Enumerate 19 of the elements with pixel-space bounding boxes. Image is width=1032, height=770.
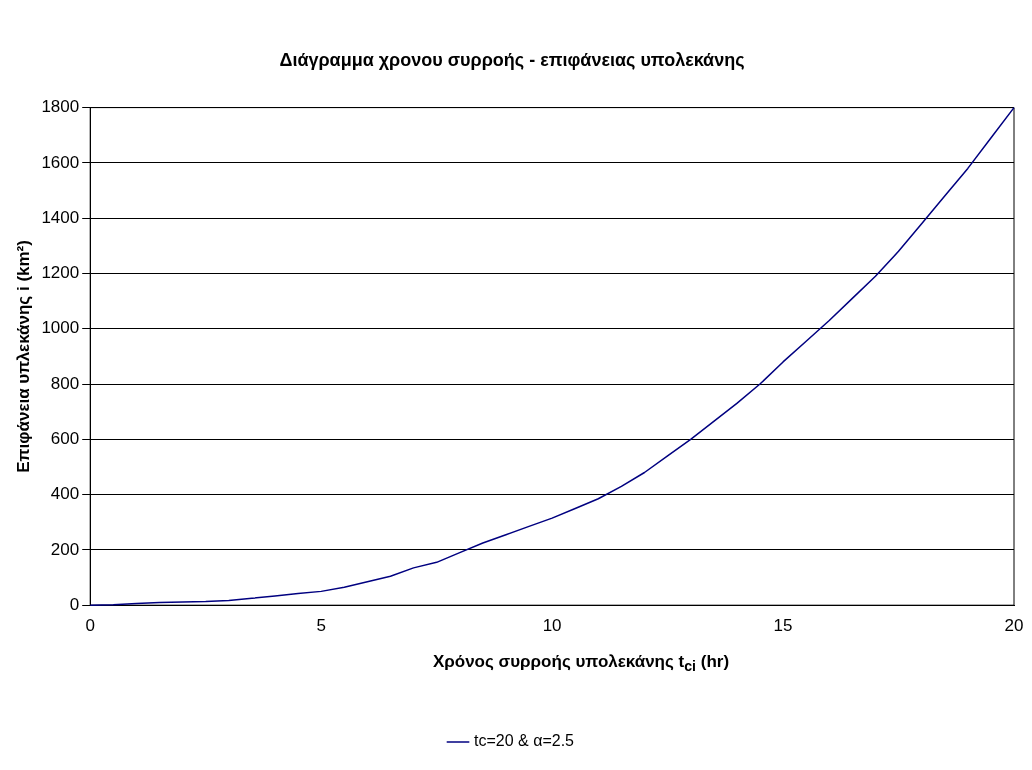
y-tick-label: 1800 [41, 97, 80, 117]
y-tick-label: 800 [50, 373, 80, 393]
x-tick-label: 0 [85, 616, 95, 636]
x-tick-label: 15 [773, 616, 793, 636]
legend-label: tc=20 & α=2.5 [474, 732, 575, 750]
y-tick-label: 0 [69, 594, 80, 614]
y-tick-label: 200 [50, 539, 80, 559]
y-tick-label: 1400 [41, 207, 80, 227]
y-tick-label: 1600 [41, 152, 80, 172]
y-tick-label: 400 [50, 484, 80, 504]
chart-title: Διάγραμμα χρονου συρροής - επιφάνειας υπολεκάνης [279, 49, 745, 70]
x-axis-title: Χρόνος συρροής υπολεκάνης t$_{ci}$ (hr) [431, 652, 731, 675]
x-tick-label: 5 [316, 616, 326, 636]
x-tick-label: 10 [542, 616, 562, 636]
x-tick-label: 20 [1004, 616, 1024, 636]
y-tick-label: 1200 [41, 263, 80, 283]
y-axis-title: Επιφάνεια υπλεκάνης i (km²) [13, 240, 33, 473]
y-tick-label: 600 [50, 429, 80, 449]
y-tick-label: 1000 [41, 318, 80, 338]
